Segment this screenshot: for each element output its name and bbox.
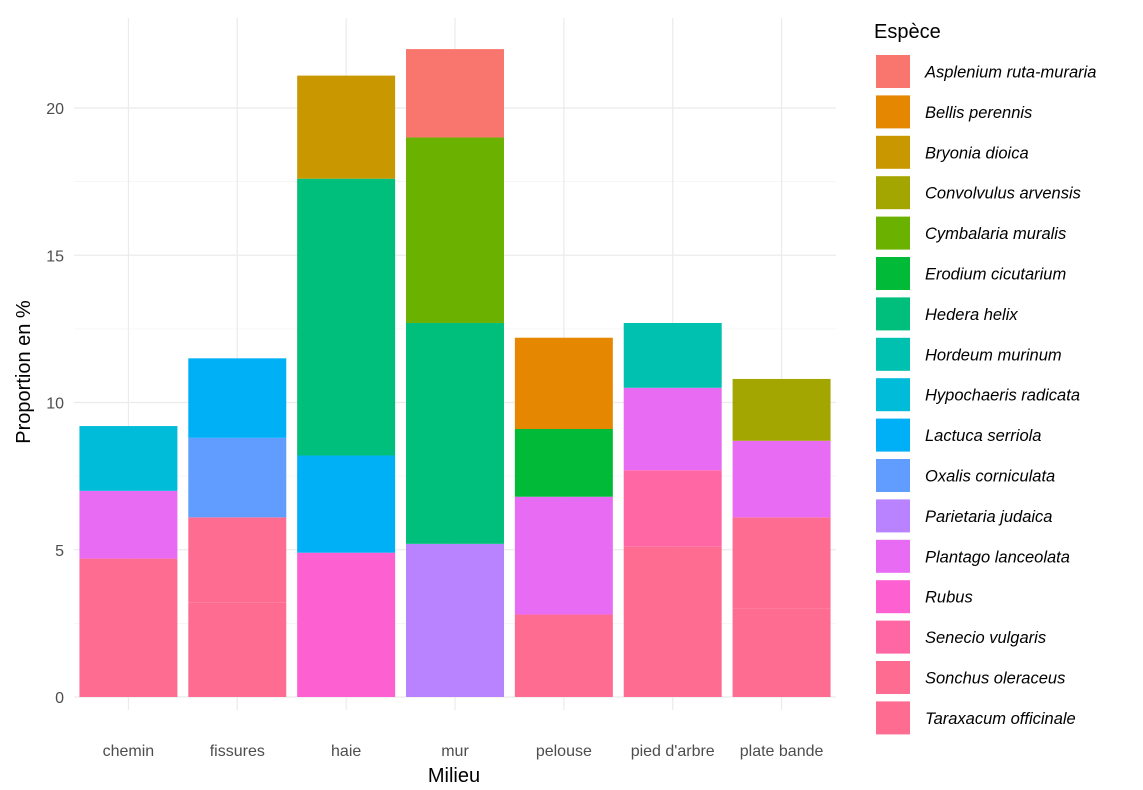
bar-segment [79, 558, 178, 618]
y-tick-label: 20 [46, 101, 64, 118]
legend-label: Asplenium ruta-muraria [924, 64, 1096, 82]
bar-segment [406, 137, 504, 323]
legend-label: Senecio vulgaris [925, 629, 1046, 647]
bar-segment [297, 75, 396, 179]
legend-key [876, 499, 910, 533]
y-tick-label: 10 [46, 396, 64, 413]
bar-segment [623, 322, 722, 388]
legend-key [876, 378, 910, 412]
legend-label: Lactuca serriola [925, 427, 1041, 445]
legend-key [876, 176, 910, 210]
bar-segment [514, 614, 613, 697]
legend-label: Convolvulus arvensis [925, 185, 1081, 203]
legend-key [876, 459, 910, 492]
bar-segment [514, 429, 613, 497]
legend: Espèce Asplenium ruta-muraria Bellis pere… [874, 21, 1096, 735]
x-tick-label: mur [441, 743, 469, 760]
legend-label: Bryonia dioica [925, 144, 1029, 162]
x-tick-label: plate bande [740, 743, 824, 760]
bar-segment [79, 490, 178, 559]
legend-key [876, 418, 910, 452]
x-tick-label: haie [331, 743, 361, 760]
bar-segment [514, 496, 613, 615]
bar-segment [297, 455, 396, 553]
bar-segment [297, 178, 396, 456]
legend-label: Cymbalaria muralis [925, 225, 1066, 243]
legend-key [876, 701, 910, 735]
bar-segment [188, 437, 287, 518]
bar-segment [406, 49, 504, 138]
legend-label: Rubus [925, 589, 973, 607]
bar-segment [188, 358, 287, 438]
bars [79, 49, 831, 697]
bar-segment [79, 426, 178, 491]
legend-label: Plantago lanceolata [925, 548, 1070, 566]
legend-label: Hedera helix [925, 306, 1018, 324]
bar-segment [297, 552, 396, 697]
y-axis-title: Proportion en % [13, 300, 35, 444]
x-axis-title: Milieu [428, 765, 480, 787]
x-tick-label: pied d'arbre [631, 743, 715, 760]
bar-segment [623, 387, 722, 471]
bar-segment [188, 517, 287, 603]
legend-key [876, 95, 910, 129]
x-tick-label: chemin [103, 743, 155, 760]
legend-key [876, 55, 910, 88]
bar-segment [732, 440, 831, 518]
y-axis-ticks: 0 5 10 15 20 [46, 101, 64, 707]
bar-segment [514, 337, 613, 430]
legend-title: Espèce [874, 21, 941, 43]
bar-segment [79, 617, 178, 697]
legend-key [876, 580, 910, 614]
y-tick-label: 5 [55, 543, 64, 560]
legend-label: Erodium cicutarium [925, 266, 1066, 284]
legend-key [876, 337, 910, 371]
bar-segment [623, 546, 722, 697]
bar-segment [406, 322, 504, 544]
legend-key [876, 297, 910, 331]
legend-key [876, 539, 910, 573]
bar-segment [732, 378, 831, 441]
legend-key [876, 661, 910, 694]
bar-segment [623, 470, 722, 547]
legend-label: Hordeum murinum [925, 346, 1062, 364]
y-tick-label: 0 [55, 690, 64, 707]
bar-segment [188, 602, 287, 697]
bar-segment [732, 608, 831, 697]
legend-key [876, 257, 910, 290]
legend-label: Parietaria judaica [925, 508, 1053, 526]
bar-segment [406, 543, 504, 697]
legend-label: Sonchus oleraceus [925, 670, 1065, 688]
legend-label: Bellis perennis [925, 104, 1032, 122]
x-axis-ticks: chemin fissures haie mur pelouse pied d'arbre… [103, 743, 824, 760]
legend-key [876, 620, 910, 654]
bar-segment [732, 517, 831, 609]
legend-label: Taraxacum officinale [925, 710, 1076, 728]
legend-key [876, 216, 910, 250]
y-tick-label: 15 [46, 248, 64, 265]
legend-key [876, 135, 910, 169]
legend-label: Hypochaeris radicata [925, 387, 1080, 405]
x-tick-label: pelouse [536, 743, 592, 760]
legend-label: Oxalis corniculata [925, 468, 1055, 486]
x-tick-label: fissures [210, 743, 265, 760]
